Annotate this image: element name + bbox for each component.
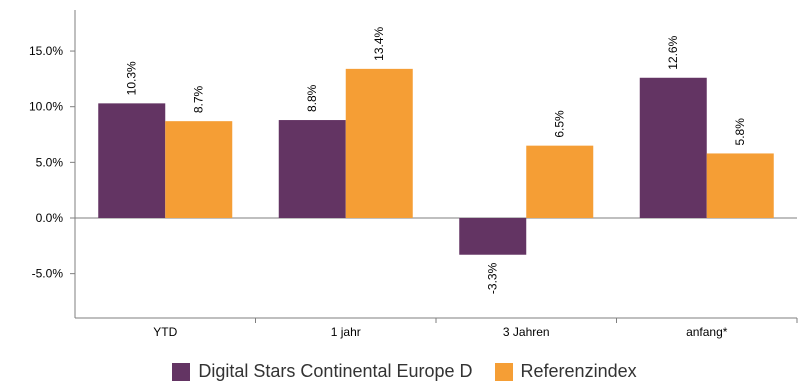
bar-series-1 [278,120,346,218]
x-tick-label: anfang* [686,325,728,339]
legend-label-series-1: Digital Stars Continental Europe D [198,361,473,381]
x-tick-label: YTD [153,325,177,339]
data-label: 8.7% [192,85,206,113]
data-label: 12.6% [666,35,680,69]
chart-bars [98,68,774,255]
chart-labels: 10.3% 8.7% 8.8% 13.4% -3.3% 6.5% 12.6% 5.8% [125,27,748,295]
data-label: 5.8% [733,118,747,146]
x-tick-label: 1 jahr [331,325,361,339]
bar-series-2 [526,145,594,218]
y-tick-label: 5.0% [36,155,64,169]
legend-item-series-2: Referenzindex [494,361,637,382]
data-label: 6.5% [553,110,567,138]
x-tick-label: 3 Jahren [503,325,550,339]
data-label: 10.3% [125,61,139,95]
y-tick-label: 0.0% [36,211,64,225]
bar-series-1 [459,218,527,255]
bar-series-2 [165,121,233,218]
bar-series-1 [639,77,707,219]
bar-series-2 [706,153,774,218]
legend-item-series-1: Digital Stars Continental Europe D [172,361,473,382]
legend-swatch-series-1 [172,362,191,381]
bar-series-1 [98,103,166,218]
chart-axes: -5.0% 0.0% 5.0% 10.0% 15.0% YTD 1 jahr 3 Jahren… [29,10,798,339]
legend-label-series-2: Referenzindex [520,361,637,381]
data-label: 13.4% [372,27,386,61]
y-tick-label: 15.0% [29,44,63,58]
data-label: -3.3% [486,262,500,294]
y-tick-label: 10.0% [29,100,63,114]
legend: Digital Stars Continental Europe D Refer… [0,358,809,385]
legend-swatch-series-2 [494,362,513,381]
y-tick-label: -5.0% [32,267,64,281]
bar-series-2 [345,68,413,218]
data-label: 8.8% [305,84,319,112]
